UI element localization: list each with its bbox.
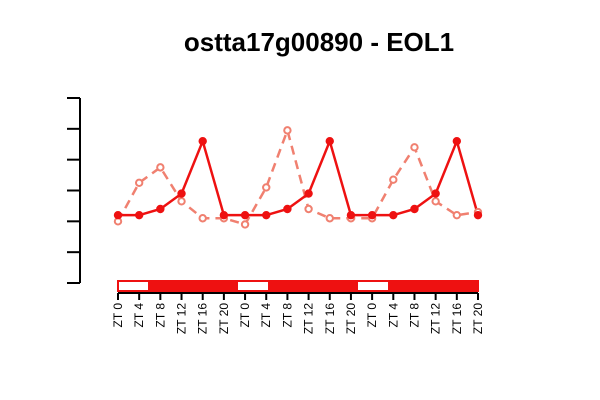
bar-border xyxy=(117,280,479,292)
data-point-solid xyxy=(219,210,229,220)
data-point-solid xyxy=(410,204,419,214)
x-tick-label: ZT 8 xyxy=(280,303,294,328)
data-point-solid xyxy=(262,210,271,220)
x-tick-label: ZT 20 xyxy=(471,303,485,334)
data-point-solid xyxy=(367,210,377,220)
data-point-solid xyxy=(389,210,398,220)
data-point-dashed xyxy=(431,197,440,206)
x-tick-label: ZT 0 xyxy=(111,303,125,328)
data-point-dashed xyxy=(198,214,207,223)
data-point-solid xyxy=(452,136,462,146)
data-point-dashed xyxy=(156,163,165,172)
x-tick-label: ZT 12 xyxy=(302,303,316,334)
x-tick-label: ZT 12 xyxy=(175,303,189,334)
series-line-dashed xyxy=(116,126,479,226)
bar-segment-dark xyxy=(298,281,328,291)
data-point-solid xyxy=(113,210,123,220)
data-point-solid xyxy=(346,210,356,220)
series-line-solid xyxy=(118,137,480,217)
data-point-dashed xyxy=(240,220,250,229)
bar-segment-light xyxy=(238,281,268,291)
x-tick-label: ZT 8 xyxy=(407,303,421,328)
x-axis: ZT 0 ZT 4 ZT 8 ZT 12 ZT 16 ZT 20 ZT 0 ZT 4 ZT 8 Z… xyxy=(111,292,485,334)
y-axis xyxy=(67,97,81,284)
bar-segment-dark xyxy=(418,281,448,291)
data-point-dashed xyxy=(325,214,334,223)
x-tick-label: ZT 4 xyxy=(386,303,400,328)
bar-segment-dark xyxy=(448,281,478,291)
data-point-solid xyxy=(325,136,334,146)
data-point-solid xyxy=(177,189,186,198)
data-point-solid xyxy=(156,204,165,214)
data-point-solid xyxy=(240,210,250,220)
x-tick-label: ZT 20 xyxy=(344,303,358,334)
bar-segment-dark xyxy=(388,281,418,291)
data-point-dashed xyxy=(177,197,186,206)
bar-segment-dark xyxy=(178,281,208,291)
data-point-dashed xyxy=(452,210,462,220)
data-point-solid xyxy=(198,136,207,146)
data-point-dashed xyxy=(262,183,271,192)
x-tick-label: ZT 4 xyxy=(259,303,273,328)
data-point-dashed xyxy=(283,126,292,135)
data-point-solid xyxy=(473,210,483,220)
data-point-solid xyxy=(304,189,313,198)
data-point-dashed xyxy=(410,143,419,152)
bar-segment-dark xyxy=(148,281,178,291)
bar-segment-dark xyxy=(208,281,238,291)
data-point-solid xyxy=(134,210,144,220)
bar-segment-dark xyxy=(328,281,358,291)
data-point-solid xyxy=(283,204,292,214)
data-point-dashed xyxy=(134,178,144,187)
light-dark-bar xyxy=(117,280,479,292)
x-tick-label: ZT 12 xyxy=(429,303,443,334)
x-tick-label: ZT 16 xyxy=(196,303,210,334)
data-point-dashed xyxy=(389,175,398,184)
bar-segment-light xyxy=(118,281,148,291)
series-lines xyxy=(116,126,480,226)
data-point-solid xyxy=(431,189,440,198)
bar-segment-light xyxy=(358,281,388,291)
chart-title: ostta17g00890 - EOL1 xyxy=(184,27,454,57)
x-tick-label: ZT 0 xyxy=(365,303,379,328)
x-tick-label: ZT 4 xyxy=(132,303,146,328)
x-tick-label: ZT 20 xyxy=(217,303,231,334)
series-points xyxy=(113,126,483,229)
x-tick-label: ZT 16 xyxy=(323,303,337,334)
bar-segment-dark xyxy=(268,281,298,291)
data-point-dashed xyxy=(304,204,313,214)
x-tick-label: ZT 16 xyxy=(450,303,464,334)
x-tick-label: ZT 8 xyxy=(153,303,167,328)
x-tick-label: ZT 0 xyxy=(238,303,252,328)
